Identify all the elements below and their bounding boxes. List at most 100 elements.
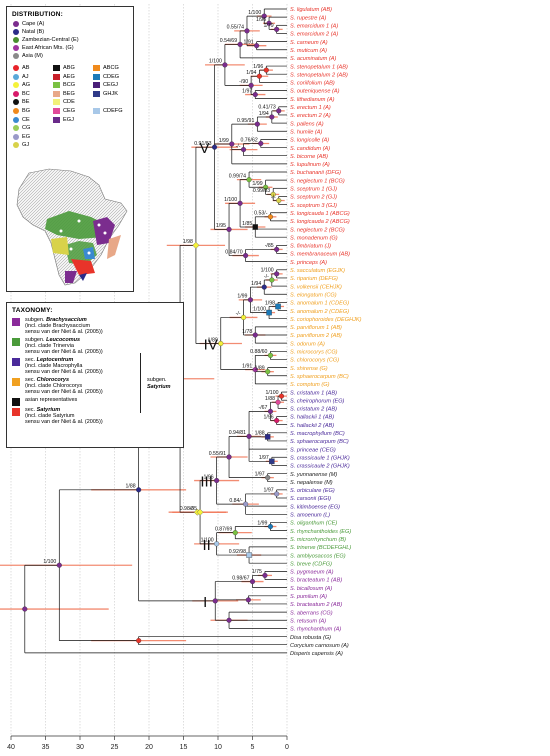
support-value: 0.98/85 <box>180 506 197 512</box>
combo-color-swatch <box>13 108 19 114</box>
node-marker <box>269 458 275 465</box>
combo-label: CDE <box>63 99 75 106</box>
support-value: 0.54/69 <box>220 38 237 44</box>
node-marker <box>214 478 220 484</box>
combo-label: EGJ <box>63 116 74 123</box>
support-value: -/- <box>236 143 241 149</box>
support-value: 1/98 <box>183 239 193 245</box>
support-value: 1/88 <box>126 484 136 490</box>
node-marker <box>222 62 228 68</box>
region-label: East African Mts. (G) <box>22 45 74 51</box>
node-marker <box>246 433 252 439</box>
node-marker <box>270 191 276 197</box>
taxon-label: S. rhynchanthoides (EG) <box>290 529 351 535</box>
axis-tick-label: 25 <box>111 744 119 751</box>
taxon-label: S. yunnanense (M) <box>290 472 337 478</box>
taxon-label: S. rupestre (A) <box>290 15 327 21</box>
distribution-title: DISTRIBUTION: <box>12 11 63 18</box>
node-marker <box>265 475 271 481</box>
region-legend-item: East African Mts. (G) <box>13 45 74 51</box>
node-marker <box>254 43 260 49</box>
taxonomy-color-swatch <box>12 318 20 326</box>
combo-legend-item: BC <box>13 90 30 97</box>
node-marker <box>267 523 273 530</box>
support-value: 1/88 <box>255 431 265 437</box>
combo-color-swatch <box>53 73 60 80</box>
node-marker <box>136 638 142 644</box>
taxonomy-note: sensu van der Niet & al. (2005)) <box>25 329 103 336</box>
node-marker <box>237 41 243 47</box>
taxon-label: S. riparium (DEFG) <box>290 276 338 282</box>
combo-legend-item: AG <box>13 82 30 89</box>
node-marker <box>261 13 267 19</box>
support-value: 1/97 <box>259 455 269 461</box>
taxon-label: S. erectum 1 (A) <box>290 105 331 111</box>
support-value: 1/98 <box>265 300 275 306</box>
combo-legend-item: BEG <box>53 90 75 97</box>
taxonomy-legend-item: sec. Chlorocorys (incl. clade Chlorocorys… <box>12 377 140 397</box>
support-value: 0.84/70 <box>225 249 242 255</box>
support-value: 1/99 <box>219 138 229 144</box>
taxon-label: S. emarcidum 2 (A) <box>290 32 338 38</box>
taxon-label: S. bicallosum (A) <box>290 586 332 592</box>
axis-tick-label: 35 <box>42 744 50 751</box>
combo-label: ABCG <box>103 65 119 71</box>
support-value: 1/91 <box>242 363 252 369</box>
taxon-label: S. humile (A) <box>290 129 322 135</box>
support-value: 1/100 <box>201 538 214 544</box>
support-value: 1/99 <box>237 294 247 300</box>
support-value: -/67 <box>258 405 267 411</box>
taxon-label: S. acuminatum (A) <box>290 56 336 62</box>
combo-color-swatch <box>53 99 60 106</box>
taxon-label: S. breve (CDFG) <box>290 561 332 567</box>
support-value: 0.91/83 <box>194 141 211 147</box>
taxonomy-legend-item: sec. Leptocentrum (incl. clade Macrophyll… <box>12 357 140 377</box>
taxonomy-note: (incl. clade Trinervia <box>25 343 74 350</box>
region-color-dot <box>13 29 19 35</box>
taxonomy-title: TAXONOMY: <box>12 307 53 314</box>
node-marker <box>252 367 258 373</box>
taxon-label: S. crassicaule 2 (GHJK) <box>290 464 350 470</box>
taxon-label: S. hallackii 1 (AB) <box>290 415 334 421</box>
taxon-label: S. outeniquense (A) <box>290 89 340 95</box>
support-value: 0.84/- <box>229 498 243 504</box>
taxonomy-rank-name: asian representatives <box>25 397 78 403</box>
taxonomy-legend-item: sec. Satyrium (incl. clade Satyrium sensu … <box>12 407 140 427</box>
node-marker <box>278 393 285 399</box>
combo-color-swatch <box>53 108 60 114</box>
taxon-label: S. odorum (A) <box>290 341 325 347</box>
node-marker <box>240 314 247 320</box>
combo-legend-item: CEGJ <box>93 82 118 89</box>
clade-label: V <box>200 140 210 157</box>
support-value: 1/100 <box>43 559 56 565</box>
taxon-label: S. hallackii 2 (AB) <box>290 423 334 429</box>
region-label: Cape (A) <box>22 21 45 27</box>
taxon-label: S. muticum (A) <box>290 48 327 54</box>
support-value: -/85 <box>265 243 274 249</box>
node-marker <box>274 418 280 424</box>
node-marker <box>245 597 251 603</box>
combo-color-swatch <box>13 142 19 149</box>
taxon-label: S. bicorne (AB) <box>290 154 328 160</box>
taxon-label: S. sceptrum 2 (GJ) <box>290 195 337 201</box>
support-value: 1/88 <box>265 396 275 402</box>
taxonomy-rank-name: subgen. Brachysaccium <box>25 317 87 323</box>
combo-color-swatch <box>13 73 19 80</box>
support-value: 1/96 <box>256 17 266 23</box>
support-value: 0.55/74 <box>227 25 244 31</box>
combo-color-swatch <box>93 73 100 80</box>
taxon-label: S. amblyosaccos (EG) <box>290 553 346 559</box>
taxon-label: S. microcorys (CG) <box>290 350 338 356</box>
taxon-label: S. anomalum 1 (CDEG) <box>290 301 349 307</box>
node-marker <box>237 200 243 206</box>
combo-label: CDEG <box>103 73 120 80</box>
taxon-label: S. longicolle (A) <box>290 138 329 144</box>
node-marker <box>212 144 218 150</box>
support-value: 1/99 <box>253 181 263 187</box>
combo-legend-item: BCG <box>53 82 75 89</box>
support-value: 1/100 <box>224 197 237 203</box>
clade-label: IV <box>204 337 218 354</box>
taxon-label: S. buchananii (DFG) <box>290 170 341 176</box>
combo-color-swatch <box>13 90 19 97</box>
support-value: 1/79 <box>264 23 274 29</box>
